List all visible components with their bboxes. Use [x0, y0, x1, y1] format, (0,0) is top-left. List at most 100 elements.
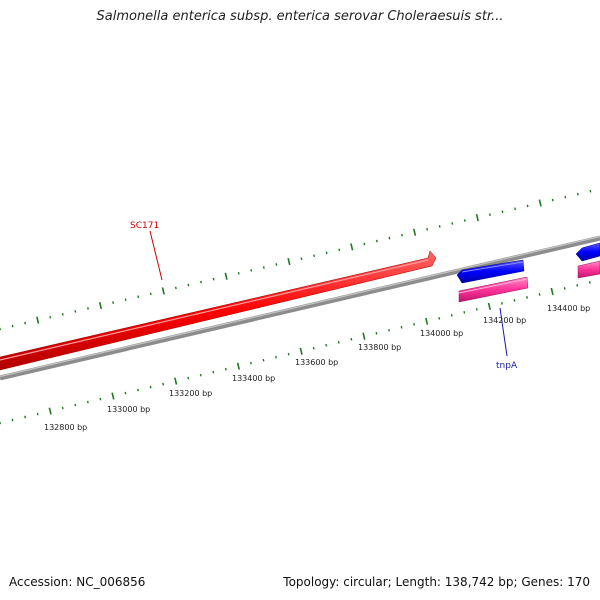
minor-tick	[11, 418, 14, 422]
minor-tick	[250, 361, 252, 365]
gene-blue-right-edge[interactable]	[575, 242, 600, 262]
minor-tick	[275, 263, 278, 266]
minor-tick	[187, 376, 190, 380]
sequence-backbone	[0, 235, 600, 381]
accession-text: Accession: NC_006856	[9, 575, 146, 589]
minor-tick	[262, 358, 265, 362]
scale-label: 133800 bp	[358, 343, 401, 352]
minor-tick	[86, 307, 89, 310]
major-tick	[174, 377, 178, 385]
minor-tick	[589, 189, 592, 193]
minor-tick	[86, 400, 89, 404]
major-tick	[475, 214, 479, 222]
minor-tick	[212, 277, 215, 281]
minor-tick	[61, 313, 64, 316]
major-tick	[111, 392, 115, 400]
minor-tick	[99, 397, 102, 401]
minor-tick	[112, 301, 115, 304]
major-tick	[224, 272, 228, 280]
minor-tick	[426, 228, 429, 231]
major-tick	[362, 332, 366, 340]
gene-sc171[interactable]: SC171	[0, 221, 437, 371]
label-leader-sc171	[149, 230, 163, 281]
major-tick	[161, 287, 165, 295]
minor-tick	[212, 370, 215, 374]
minor-tick	[275, 355, 278, 359]
major-tick	[98, 301, 103, 310]
summary-text: Topology: circular; Length: 138,742 bp; …	[283, 575, 590, 589]
scale-label: 134400 bp	[547, 304, 590, 313]
scale-label: 133000 bp	[107, 405, 150, 414]
minor-tick	[514, 207, 517, 211]
minor-tick	[325, 343, 328, 347]
minor-tick	[137, 388, 139, 392]
minor-tick	[162, 382, 165, 386]
minor-tick	[375, 331, 378, 335]
minor-tick	[11, 324, 14, 328]
minor-tick	[124, 298, 127, 302]
major-tick	[287, 257, 291, 266]
major-tick	[425, 317, 429, 325]
minor-tick	[24, 415, 27, 419]
minor-tick	[363, 242, 366, 246]
major-tick	[487, 302, 491, 310]
minor-tick	[438, 225, 441, 228]
minor-tick	[551, 198, 554, 202]
minor-tick	[200, 280, 202, 284]
minor-tick	[337, 340, 340, 344]
major-tick	[36, 316, 40, 324]
scale-label: 133200 bp	[169, 389, 212, 398]
minor-tick	[513, 299, 516, 302]
major-tick	[48, 407, 52, 415]
minor-tick	[563, 287, 566, 290]
minor-tick	[488, 213, 491, 217]
minor-tick	[325, 251, 328, 255]
gene-pink-right-edge[interactable]	[577, 260, 600, 279]
minor-tick	[174, 286, 177, 290]
scale-label: 134200 bp	[483, 316, 526, 325]
gene-label-sc171: SC171	[130, 221, 159, 231]
minor-tick	[199, 373, 202, 377]
inner-scale-track	[0, 281, 591, 425]
minor-tick	[61, 406, 64, 410]
minor-tick	[74, 310, 77, 313]
minor-tick	[137, 295, 140, 299]
minor-tick	[388, 236, 391, 240]
major-tick	[299, 347, 303, 355]
minor-tick	[413, 322, 416, 326]
minor-tick	[350, 337, 353, 341]
gene-label-tnpa: tnpA	[496, 361, 518, 371]
minor-tick	[564, 195, 567, 199]
minor-tick	[36, 412, 39, 416]
minor-tick	[49, 315, 52, 319]
minor-tick	[312, 346, 315, 350]
scale-label: 132800 bp	[44, 423, 87, 432]
minor-tick	[237, 271, 240, 275]
minor-tick	[501, 210, 504, 214]
minor-tick	[388, 328, 390, 332]
major-tick	[538, 199, 542, 207]
scale-label: 133600 bp	[295, 358, 338, 367]
minor-tick	[24, 321, 27, 325]
minor-tick	[224, 367, 227, 371]
minor-tick	[262, 266, 265, 269]
major-tick	[236, 362, 241, 370]
minor-tick	[149, 292, 152, 296]
minor-tick	[475, 308, 478, 311]
minor-tick	[74, 403, 77, 407]
outer-scale-track	[0, 189, 592, 331]
gene-pink-feature[interactable]	[458, 276, 529, 303]
minor-tick	[526, 296, 529, 299]
minor-tick	[401, 233, 403, 237]
minor-tick	[463, 311, 466, 314]
minor-tick	[300, 257, 303, 260]
minor-tick	[450, 314, 453, 317]
scale-labels: 132800 bp 133000 bp 133200 bp 133400 bp …	[44, 304, 590, 432]
minor-tick	[287, 352, 290, 356]
scale-label: 133400 bp	[232, 374, 275, 383]
minor-tick	[400, 325, 403, 329]
gene-tnpa[interactable]: tnpA	[456, 259, 525, 371]
label-leader-tnpa	[499, 307, 508, 357]
minor-tick	[588, 281, 591, 284]
